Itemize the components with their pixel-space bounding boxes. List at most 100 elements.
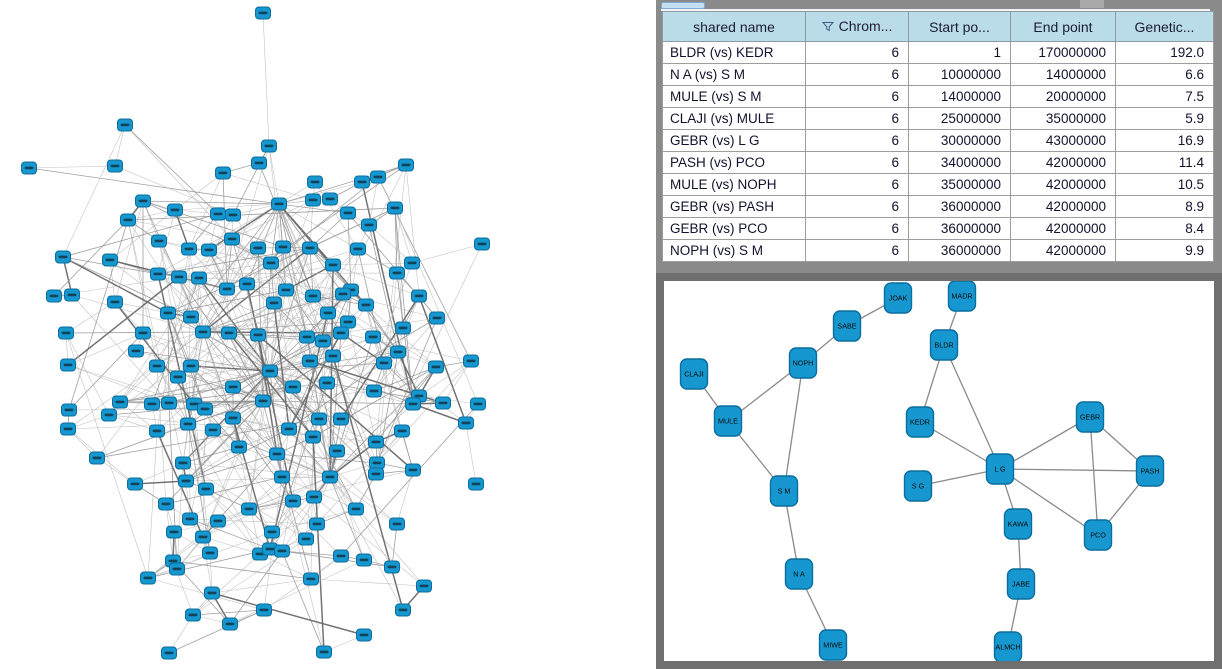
overview-edge[interactable] — [262, 12, 270, 147]
column-header-start-po[interactable]: Start po... — [908, 11, 1011, 42]
overview-node[interactable] — [315, 334, 331, 348]
overview-node[interactable] — [416, 579, 432, 593]
overview-edge[interactable] — [202, 283, 248, 333]
overview-edge[interactable] — [442, 360, 472, 404]
overview-node[interactable] — [251, 156, 267, 170]
overview-edge[interactable] — [202, 395, 420, 538]
overview-node[interactable] — [404, 256, 420, 270]
overview-edge[interactable] — [202, 536, 213, 594]
overview-edge[interactable] — [108, 400, 264, 416]
overview-edge[interactable] — [165, 476, 283, 505]
overview-edge[interactable] — [397, 351, 420, 397]
overview-node[interactable] — [117, 118, 133, 132]
overview-edge[interactable] — [108, 414, 377, 443]
overview-node[interactable] — [470, 397, 486, 411]
overview-edge[interactable] — [228, 332, 314, 438]
overview-edge[interactable] — [259, 553, 312, 580]
overview-edge[interactable] — [134, 480, 187, 485]
overview-node[interactable] — [435, 396, 451, 410]
overview-edge[interactable] — [238, 400, 264, 448]
overview-node[interactable] — [365, 330, 381, 344]
overview-edge[interactable] — [270, 203, 280, 264]
overview-node[interactable] — [376, 356, 392, 370]
overview-edge[interactable] — [190, 365, 294, 388]
overview-node[interactable] — [366, 384, 382, 398]
overview-node[interactable] — [224, 232, 240, 246]
overview-edge[interactable] — [376, 317, 438, 464]
overview-node[interactable] — [333, 326, 349, 340]
overview-edge[interactable] — [361, 181, 414, 405]
overview-edge[interactable] — [192, 553, 261, 616]
overview-node[interactable] — [21, 161, 37, 175]
overview-node[interactable] — [161, 646, 177, 660]
node-GEBR[interactable]: GEBR — [1075, 401, 1105, 433]
overview-node[interactable] — [395, 321, 411, 335]
table-row[interactable]: CLAJI (vs) MULE 6 25000000 35000000 5.9 — [662, 107, 1214, 130]
overview-edge[interactable] — [394, 207, 398, 274]
overview-node[interactable] — [64, 288, 80, 302]
overview-edge[interactable] — [65, 332, 110, 416]
node-ALMCH[interactable]: ALMCH — [993, 631, 1023, 663]
overview-edge[interactable] — [269, 355, 334, 372]
overview-edge[interactable] — [182, 462, 331, 478]
overview-edge[interactable] — [288, 428, 398, 525]
overview-node[interactable] — [191, 271, 207, 285]
overview-node[interactable] — [264, 525, 280, 539]
overview-edge[interactable] — [278, 203, 359, 250]
overview-node[interactable] — [340, 206, 356, 220]
overview-node[interactable] — [305, 289, 321, 303]
overview-node[interactable] — [158, 497, 174, 511]
overview-node[interactable] — [395, 603, 411, 617]
overview-edge[interactable] — [167, 207, 396, 314]
node-S-G[interactable]: S G — [903, 470, 933, 502]
overview-edge[interactable] — [292, 386, 357, 510]
overview-node[interactable] — [112, 395, 128, 409]
overview-edge[interactable] — [114, 301, 169, 314]
overview-node[interactable] — [266, 296, 282, 310]
overview-node[interactable] — [128, 344, 144, 358]
overview-node[interactable] — [319, 376, 335, 390]
overview-edge[interactable] — [318, 418, 365, 561]
overview-node[interactable] — [384, 560, 400, 574]
overview-node[interactable] — [474, 237, 490, 251]
overview-edge[interactable] — [273, 246, 284, 304]
overview-node[interactable] — [169, 562, 185, 576]
overview-edge[interactable] — [269, 500, 294, 550]
overview-edge[interactable] — [281, 550, 342, 557]
node-S-M[interactable]: S M — [769, 475, 799, 507]
overview-edge[interactable] — [285, 289, 320, 420]
overview-node[interactable] — [180, 417, 196, 431]
overview-edge[interactable] — [156, 277, 200, 367]
overview-edge[interactable] — [228, 332, 264, 402]
overview-node[interactable] — [299, 330, 315, 344]
overview-node[interactable] — [274, 544, 290, 558]
overview-edge[interactable] — [312, 382, 328, 438]
table-row[interactable]: BLDR (vs) KEDR 6 1 170000000 192.0 — [662, 41, 1214, 64]
overview-edge[interactable] — [412, 403, 467, 424]
overview-node[interactable] — [305, 193, 321, 207]
overview-edge[interactable] — [67, 364, 206, 410]
overview-edge[interactable] — [276, 453, 378, 464]
overview-node[interactable] — [262, 364, 278, 378]
overview-node[interactable] — [149, 424, 165, 438]
overview-node[interactable] — [335, 287, 351, 301]
node-BLDR[interactable]: BLDR — [929, 329, 959, 361]
overview-node[interactable] — [239, 277, 255, 291]
overview-node[interactable] — [167, 203, 183, 217]
overview-edge[interactable] — [142, 200, 284, 248]
overview-edge[interactable] — [465, 422, 477, 485]
overview-node[interactable] — [389, 517, 405, 531]
overview-node[interactable] — [250, 328, 266, 342]
overview-edge[interactable] — [262, 336, 308, 402]
overview-edge[interactable] — [114, 124, 126, 167]
overview-node[interactable] — [305, 430, 321, 444]
edge-L-G-PCO[interactable] — [999, 468, 1099, 536]
node-N-A[interactable]: N A — [784, 558, 814, 590]
overview-edge[interactable] — [182, 462, 307, 540]
overview-node[interactable] — [182, 512, 198, 526]
overview-edge[interactable] — [189, 518, 271, 550]
overview-edge[interactable] — [127, 219, 184, 464]
overview-edge[interactable] — [373, 366, 437, 392]
overview-edge[interactable] — [28, 167, 280, 205]
overview-node[interactable] — [183, 310, 199, 324]
